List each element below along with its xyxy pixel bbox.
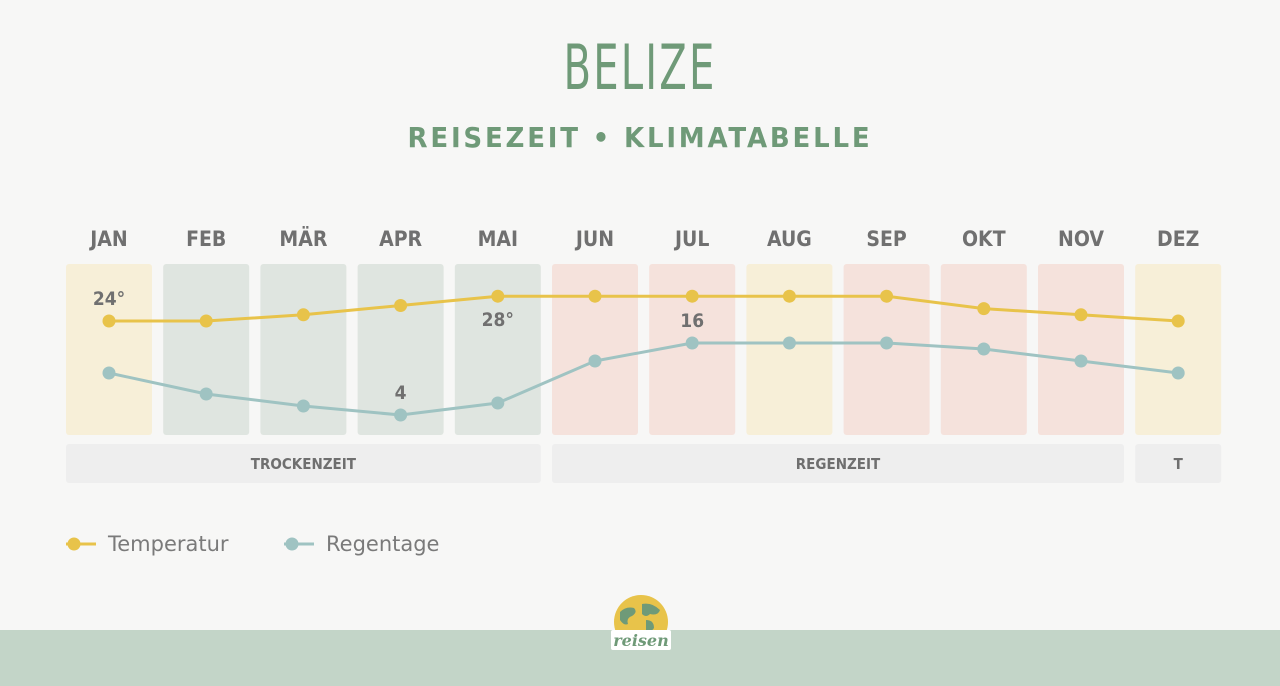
rain-point-nov: [1074, 354, 1088, 368]
reisen-logo[interactable]: reisen: [606, 594, 676, 654]
rain-point-sep: [880, 336, 894, 350]
temperature-point-mär: [296, 308, 310, 322]
chart-points: [102, 289, 1185, 422]
rain-point-jun: [588, 354, 602, 368]
season-label-trockenzeit: TROCKENZEIT: [251, 455, 357, 473]
month-label-jun: JUN: [574, 227, 614, 251]
chart-lines: [107, 294, 1180, 417]
temperature-point-okt: [977, 302, 991, 316]
season-label-regenzeit: REGENZEIT: [796, 455, 881, 473]
rain-point-jul: [685, 336, 699, 350]
rain-point-mär: [296, 399, 310, 413]
month-label-apr: APR: [379, 227, 422, 251]
month-labels: JAN FEB MÄR APR MAI JUN JUL AUG SEP OKT NOV DEZ: [88, 226, 1199, 251]
temperature-point-dez: [1171, 314, 1185, 328]
month-label-nov: NOV: [1058, 227, 1104, 251]
month-label-feb: FEB: [186, 227, 226, 251]
temperature-point-nov: [1074, 308, 1088, 322]
season-band-t: [1135, 444, 1222, 483]
rain-point-mai: [491, 396, 505, 410]
temperature-point-jan: [102, 314, 116, 328]
rain-point-okt: [977, 342, 991, 356]
page-title: BELIZE: [563, 31, 717, 104]
temperature-label-jan: 24°: [93, 288, 125, 310]
month-label-jan: JAN: [88, 227, 127, 251]
month-label-okt: OKT: [962, 227, 1006, 251]
temperature-point-sep: [880, 289, 894, 303]
rain-point-apr: [394, 408, 408, 422]
month-column-dez: [1135, 264, 1222, 435]
page-subtitle: REISEZEIT • KLIMATABELLE: [407, 121, 873, 154]
temperature-point-jun: [588, 289, 602, 303]
temperature-point-aug: [782, 289, 796, 303]
rain-label-apr: 4: [395, 382, 407, 404]
month-column-jan: [66, 264, 152, 435]
month-label-sep: SEP: [866, 227, 907, 251]
temperature-point-jul: [685, 289, 699, 303]
logo-text: reisen: [613, 631, 669, 650]
legend-rain-marker: [284, 537, 314, 551]
season-band-regenzeit: [552, 444, 1124, 483]
rain-point-jan: [102, 366, 116, 380]
rain-point-dez: [1171, 366, 1185, 380]
season-band-trockenzeit: [66, 444, 541, 483]
season-label-t: T: [1174, 455, 1184, 473]
legend-temperature-label: Temperatur: [108, 532, 229, 556]
temperature-point-feb: [199, 314, 213, 328]
month-column-feb: [163, 264, 250, 435]
rain-line: [107, 341, 1180, 417]
chart-annotations: 24° 28° 4 16: [93, 288, 704, 404]
legend-temperature-marker: [66, 537, 96, 551]
rain-point-feb: [199, 387, 213, 401]
month-label-jul: JUL: [673, 227, 709, 251]
temperature-point-mai: [491, 289, 505, 303]
temperature-label-mai: 28°: [482, 309, 514, 331]
month-label-aug: AUG: [767, 227, 812, 251]
month-label-mai: MAI: [478, 227, 518, 251]
month-label-dez: DEZ: [1157, 227, 1199, 251]
legend-rain: Regentage: [284, 528, 439, 560]
temperature-point-apr: [394, 299, 408, 312]
legend-rain-label: Regentage: [326, 532, 440, 556]
month-column-jun: [552, 264, 638, 435]
month-column-nov: [1038, 264, 1124, 435]
rain-point-aug: [782, 336, 796, 350]
month-column-mär: [260, 264, 347, 435]
legend-temperature: Temperatur: [66, 528, 229, 560]
rain-label-jul: 16: [680, 310, 704, 332]
season-bands: TROCKENZEIT REGENZEIT T: [66, 444, 1222, 483]
month-columns: [66, 264, 1222, 435]
temperature-line: [107, 294, 1180, 323]
month-label-mär: MÄR: [279, 226, 327, 251]
